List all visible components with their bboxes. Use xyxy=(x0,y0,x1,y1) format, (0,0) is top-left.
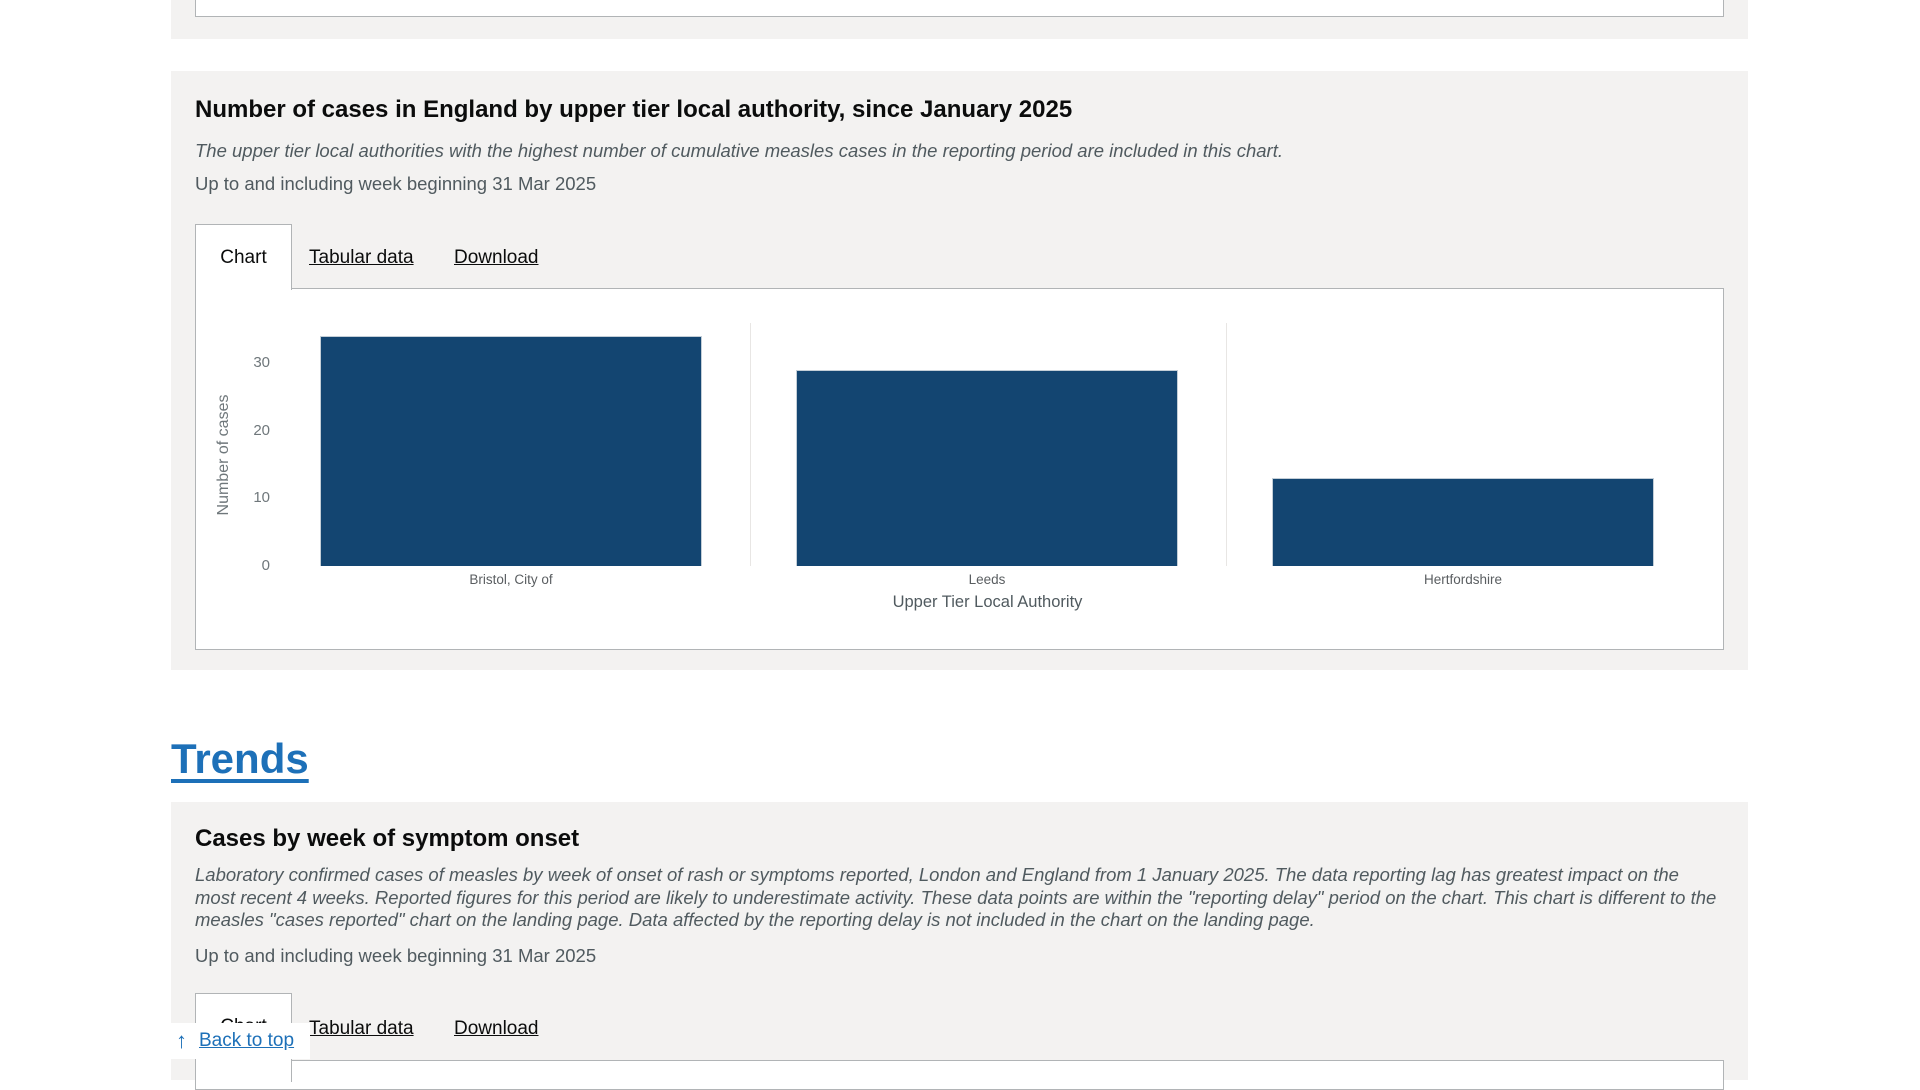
onset-chart-panel xyxy=(195,1060,1724,1090)
utla-period-text: Up to and including week beginning 31 Ma… xyxy=(195,173,597,194)
chart-bar xyxy=(1272,478,1654,566)
onset-section-description: Laboratory confirmed cases of measles by… xyxy=(195,864,1717,930)
tab-chart-label: Chart xyxy=(220,246,267,268)
tab-tabular-data-2[interactable]: Tabular data xyxy=(309,1018,414,1039)
previous-section-card xyxy=(171,0,1748,39)
back-to-top-link[interactable]: ↑ Back to top xyxy=(164,1023,310,1059)
utla-section-description: The upper tier local authorities with th… xyxy=(195,140,1283,161)
utla-section-card: Number of cases in England by upper tier… xyxy=(171,71,1748,670)
tab-tabular-data[interactable]: Tabular data xyxy=(309,247,414,268)
utla-section-title: Number of cases in England by upper tier… xyxy=(195,96,1073,123)
up-arrow-icon: ↑ xyxy=(176,1028,187,1053)
tab-download[interactable]: Download xyxy=(454,247,539,268)
onset-section-card: Cases by week of symptom onset Laborator… xyxy=(171,802,1748,1090)
chart-bar xyxy=(796,370,1178,566)
category-separator-line xyxy=(750,323,751,566)
utla-chart-panel: Number of cases Upper Tier Local Authori… xyxy=(195,288,1724,650)
tab-download-2[interactable]: Download xyxy=(454,1018,539,1039)
onset-section-title: Cases by week of symptom onset xyxy=(195,825,580,852)
y-axis-title: Number of cases xyxy=(215,394,232,516)
y-tick-label: 10 xyxy=(253,489,270,507)
tab-chart[interactable]: Chart xyxy=(195,224,292,290)
x-category-label: Hertfordshire xyxy=(1423,572,1503,587)
chart-bar xyxy=(320,336,702,566)
x-category-label: Bristol, City of xyxy=(469,572,553,587)
y-tick-label: 30 xyxy=(253,354,270,371)
back-to-top-label: Back to top xyxy=(199,1030,295,1051)
onset-period-text: Up to and including week beginning 31 Ma… xyxy=(195,945,597,966)
y-tick-label: 0 xyxy=(261,557,270,574)
trends-heading-link[interactable]: Trends xyxy=(171,735,309,782)
y-tick-label: 20 xyxy=(253,421,270,439)
category-separator-line xyxy=(1226,323,1227,566)
bar-chart: Number of cases Upper Tier Local Authori… xyxy=(196,289,1723,649)
x-category-label: Leeds xyxy=(968,572,1006,587)
x-axis-title: Upper Tier Local Authority xyxy=(892,593,1083,611)
previous-chart-panel xyxy=(195,0,1724,17)
